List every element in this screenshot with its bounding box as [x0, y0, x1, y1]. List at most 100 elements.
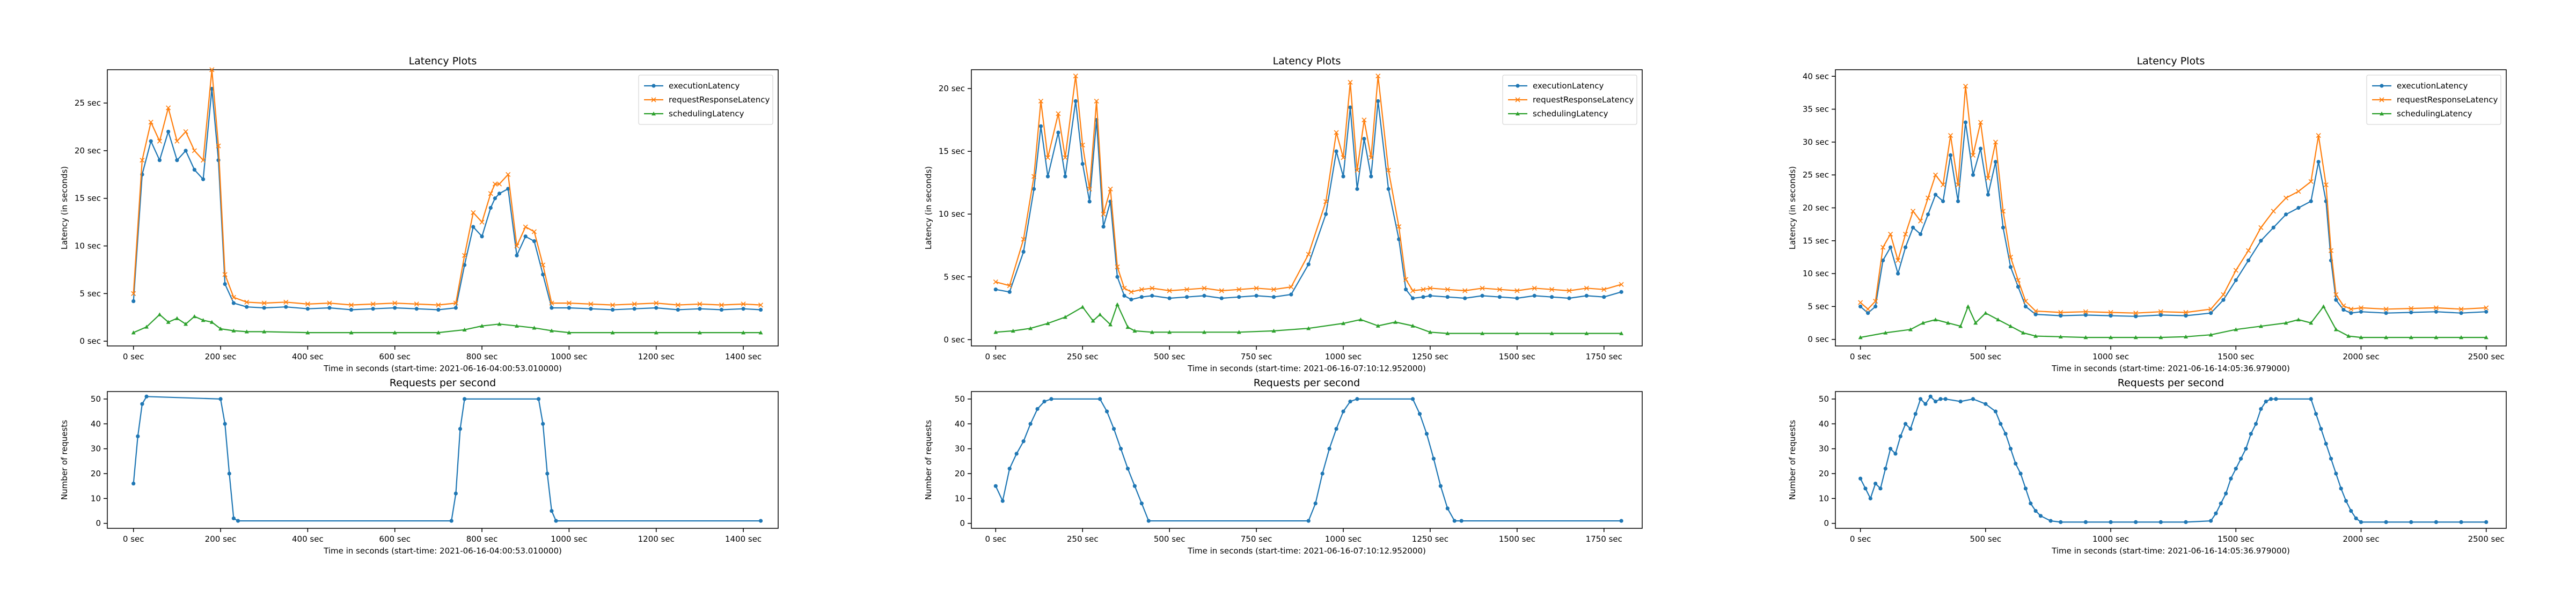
data-point: [1125, 324, 1130, 329]
data-point: [1403, 287, 1408, 292]
data-point: [2346, 334, 2351, 338]
data-point: [1984, 402, 1988, 406]
data-point: [2208, 333, 2213, 337]
data-point: [1497, 295, 1502, 299]
data-point: [1619, 290, 1623, 294]
data-point: [1348, 399, 1352, 404]
data-point: [1271, 295, 1276, 299]
data-point: [174, 138, 180, 144]
data-point: [2484, 305, 2489, 311]
series-schedulingLatency: [993, 302, 1624, 335]
legend-marker: [652, 84, 656, 88]
data-point: [515, 253, 519, 257]
data-point: [1933, 193, 1938, 197]
data-point: [462, 397, 467, 401]
x-tick-label: 750 sec: [1241, 352, 1272, 362]
data-point: [1970, 152, 1976, 158]
data-point: [1313, 502, 1318, 506]
data-point: [1858, 476, 1863, 481]
data-point: [545, 471, 550, 476]
data-point: [1410, 323, 1415, 328]
data-point: [2208, 306, 2214, 312]
series-line: [1860, 396, 2486, 523]
data-point: [2334, 471, 2338, 476]
data-point: [1986, 193, 1990, 197]
data-point: [1515, 296, 1519, 300]
data-point: [1480, 293, 1484, 298]
x-tick-label: 1750 sec: [1586, 352, 1622, 362]
data-point: [2333, 292, 2339, 297]
data-point: [2323, 182, 2329, 188]
data-point: [305, 301, 310, 307]
data-point: [719, 303, 724, 308]
data-point: [1958, 324, 1963, 328]
y-tick-label: 40: [955, 419, 965, 429]
data-point: [2158, 520, 2163, 525]
data-point: [506, 172, 511, 177]
data-point: [1396, 224, 1402, 230]
data-point: [496, 181, 502, 187]
data-point: [2264, 399, 2268, 404]
data-point: [550, 508, 554, 513]
data-point: [2258, 225, 2264, 230]
series-line: [1860, 306, 2486, 338]
data-point: [1445, 506, 1450, 511]
data-point: [1362, 137, 1366, 141]
data-point: [1550, 295, 1554, 299]
x-axis-label: Time in seconds (start-time: 2021-06-16-…: [1187, 546, 1426, 556]
data-point: [2221, 292, 2226, 297]
x-tick-label: 1000 sec: [1325, 352, 1362, 362]
y-axis-label: Number of requests: [924, 420, 933, 500]
data-point: [1376, 99, 1380, 104]
data-point: [566, 300, 572, 306]
data-point: [2233, 268, 2238, 273]
legend-marker: [1516, 84, 1520, 88]
series-requestResponseLatency: [131, 67, 764, 308]
legend-entry: requestResponseLatency: [2397, 95, 2498, 105]
data-point: [1940, 182, 1946, 188]
data-point: [136, 434, 140, 439]
data-point: [1236, 287, 1242, 292]
chart-title: Latency Plots: [1273, 55, 1341, 67]
data-point: [2309, 321, 2314, 325]
data-point: [2328, 248, 2334, 253]
data-point: [1532, 293, 1536, 298]
data-point: [2214, 511, 2218, 515]
data-point: [993, 330, 998, 334]
data-point: [1386, 167, 1391, 173]
data-point: [2434, 520, 2439, 525]
data-point: [589, 307, 593, 311]
data-point: [1118, 447, 1123, 451]
data-point: [492, 181, 497, 187]
data-point: [1341, 174, 1345, 179]
data-point: [231, 294, 236, 300]
data-point: [1098, 397, 1102, 401]
y-tick-label: 30: [955, 444, 965, 454]
legend-marker: [652, 112, 656, 116]
chart-4: Requests per second 0 sec 250 sec 500 sec 75…: [924, 377, 1643, 556]
data-point: [131, 330, 136, 335]
data-point: [2048, 519, 2053, 523]
data-point: [541, 422, 545, 426]
data-point: [2244, 447, 2248, 451]
data-point: [1410, 397, 1415, 401]
data-point: [1341, 155, 1346, 160]
data-point: [741, 307, 745, 311]
data-point: [1417, 412, 1422, 416]
data-point: [2359, 335, 2363, 340]
x-axis-label: Time in seconds (start-time: 2021-06-16-…: [2051, 364, 2290, 373]
data-point: [1933, 172, 1938, 178]
data-point: [1532, 285, 1537, 291]
data-point: [1993, 160, 1998, 164]
data-point: [2383, 306, 2389, 312]
data-point: [1254, 285, 1259, 291]
y-tick-label: 40: [91, 419, 101, 429]
x-tick-label: 1000 sec: [551, 352, 587, 362]
data-point: [1323, 199, 1329, 204]
legend-marker: [651, 97, 656, 102]
data-point: [1289, 284, 1294, 290]
data-point: [2384, 335, 2389, 340]
data-point: [2108, 309, 2113, 315]
data-point: [1334, 149, 1338, 153]
data-point: [1115, 275, 1119, 279]
